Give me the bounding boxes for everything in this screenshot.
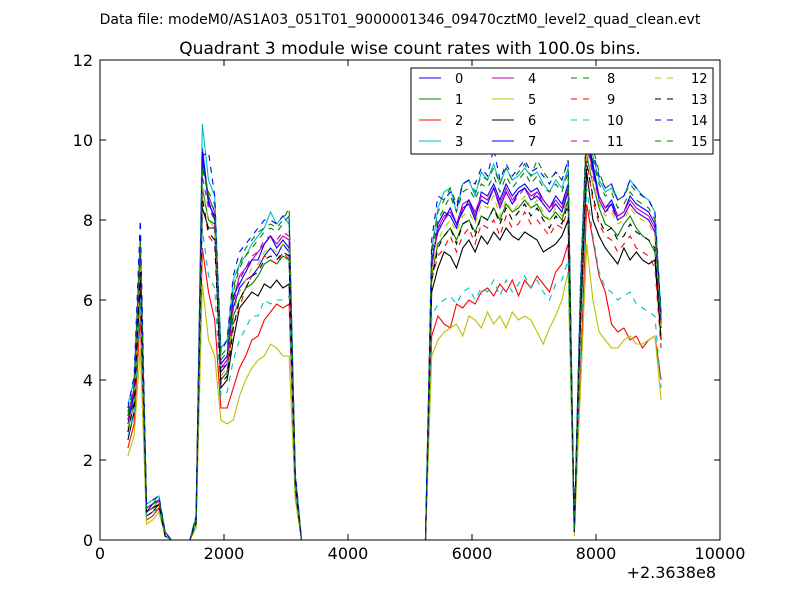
x-tick-label-2: 4000 <box>328 544 369 563</box>
x-axis-offset-label: +2.3638e8 <box>627 563 716 582</box>
y-tick-label-5: 10 <box>73 131 93 150</box>
legend-label-3: 3 <box>455 135 463 150</box>
legend-label-7: 7 <box>528 135 536 150</box>
legend-label-15: 15 <box>691 135 708 150</box>
x-tick-label-1: 2000 <box>204 544 245 563</box>
legend-label-13: 13 <box>691 93 708 108</box>
x-tick-label-3: 6000 <box>452 544 493 563</box>
plot-series-group <box>127 115 662 541</box>
legend-label-12: 12 <box>691 72 708 87</box>
axis-ticks-group <box>99 59 721 541</box>
legend-label-1: 1 <box>455 93 463 108</box>
figure-suptitle: Data file: modeM0/AS1A03_051T01_90000013… <box>100 12 701 28</box>
y-tick-label-0: 0 <box>83 531 93 550</box>
y-tick-label-2: 4 <box>83 371 93 390</box>
series-line-13 <box>127 163 662 541</box>
y-tick-label-1: 2 <box>83 451 93 470</box>
legend-label-9: 9 <box>607 93 615 108</box>
x-tick-label-4: 8000 <box>576 544 617 563</box>
y-tick-label-3: 6 <box>83 291 93 310</box>
chart-title: Quadrant 3 module wise count rates with … <box>179 39 640 59</box>
legend-label-2: 2 <box>455 114 463 129</box>
legend-label-5: 5 <box>528 93 536 108</box>
legend-frame <box>410 67 714 155</box>
series-line-8 <box>127 115 662 541</box>
x-tick-label-0: 0 <box>95 544 105 563</box>
legend-label-8: 8 <box>607 72 615 87</box>
legend-label-0: 0 <box>455 72 463 87</box>
y-tick-label-6: 12 <box>73 51 93 70</box>
legend-label-6: 6 <box>528 114 536 129</box>
legend-label-11: 11 <box>607 135 624 150</box>
legend-label-10: 10 <box>607 114 624 129</box>
legend-label-14: 14 <box>691 114 708 129</box>
y-tick-label-4: 8 <box>83 211 93 230</box>
x-tick-label-5: 10000 <box>695 544 746 563</box>
legend-label-4: 4 <box>528 72 536 87</box>
